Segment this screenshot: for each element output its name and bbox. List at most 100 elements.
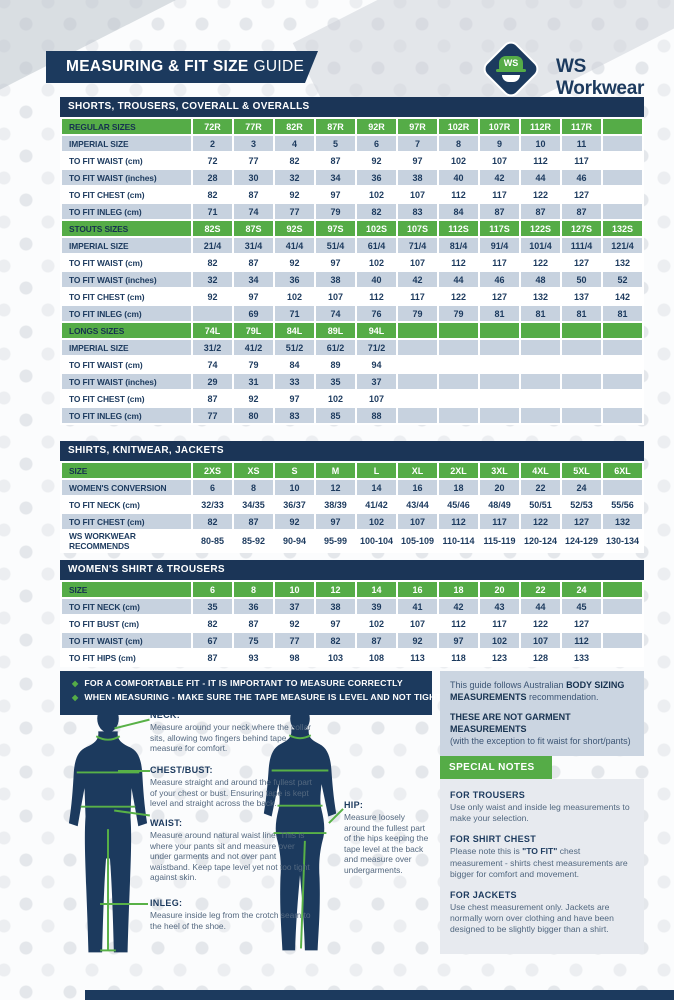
- size-grid: REGULAR SIZES 72R 77R 82R 87R 92R 97R 102R 107R 1…: [60, 117, 644, 425]
- size-cell: 112: [439, 616, 478, 631]
- measurement-row: IMPERIAL SIZE 21/4 31/4 41/4 51/4 61/4 71/4 81/…: [62, 238, 642, 253]
- size-cell: 74: [234, 204, 273, 219]
- size-cell: [562, 374, 601, 389]
- size-cell: 5: [316, 136, 355, 151]
- size-grid: SIZE 6 8 10 12 14 16 18 20 22 24 TO FIT NECK (cm) 35…: [60, 580, 644, 667]
- size-cell: 93: [234, 650, 273, 665]
- row-label: TO FIT WAIST (cm): [62, 153, 191, 168]
- page-title-banner: MEASURING & FIT SIZE GUIDE: [46, 51, 318, 83]
- size-cell: 102: [357, 514, 396, 529]
- garment-measurement-warning: THESE ARE NOT GARMENT MEASUREMENTS (with …: [450, 712, 634, 747]
- measurement-row: TO FIT INLEG (cm) 71 74 77 79 82 83 84 87 87 87: [62, 204, 642, 219]
- size-cell: [480, 391, 519, 406]
- measure-point-title: INLEG:: [150, 898, 183, 908]
- measure-point-neck: NECK: Measure around your neck where the…: [150, 710, 312, 754]
- info-text-bold: BODY SIZING MEASUREMENTS: [450, 680, 625, 702]
- size-cell: 6: [357, 136, 396, 151]
- size-cell: 97: [275, 391, 314, 406]
- size-cell: 31/4: [234, 238, 273, 253]
- row-label: TO FIT NECK (cm): [62, 599, 191, 614]
- size-cell: [603, 323, 642, 338]
- size-cell: 8: [439, 136, 478, 151]
- size-cell: 83: [275, 408, 314, 423]
- fit-advice-text: FOR A COMFORTABLE FIT - IT IS IMPORTANT …: [84, 678, 403, 688]
- size-cell: 128: [521, 650, 560, 665]
- measurement-row: TO FIT INLEG (cm) 69 71 74 76 79 79 81 81 81 81: [62, 306, 642, 321]
- size-cell: 4: [275, 136, 314, 151]
- size-cell: 112: [439, 514, 478, 529]
- size-cell: 112: [521, 153, 560, 168]
- size-cell: 44: [439, 272, 478, 287]
- size-cell: 88: [357, 408, 396, 423]
- size-cell: 82R: [275, 119, 314, 134]
- size-cell: 112: [357, 289, 396, 304]
- size-cell: 87S: [234, 221, 273, 236]
- size-cell: 79: [234, 357, 273, 372]
- size-cell: 52/53: [562, 497, 601, 512]
- size-cell: 92: [357, 153, 396, 168]
- size-cell: 107: [398, 187, 437, 202]
- size-cell: 36: [357, 170, 396, 185]
- fit-advice-line: ◆ WHEN MEASURING - MAKE SURE THE TAPE MEA…: [72, 692, 441, 702]
- size-cell: 110-114: [439, 531, 478, 551]
- size-cell: [603, 357, 642, 372]
- size-cell: [603, 616, 642, 631]
- diamond-bullet-icon: ◆: [72, 679, 79, 688]
- row-label: IMPERIAL SIZE: [62, 238, 191, 253]
- size-cell: 103: [316, 650, 355, 665]
- size-cell: 12: [316, 480, 355, 495]
- size-cell: 79: [439, 306, 478, 321]
- size-cell: 122: [521, 616, 560, 631]
- diamond-bullet-icon: ◆: [72, 693, 79, 702]
- size-header-row: SIZE 6 8 10 12 14 16 18 20 22 24: [62, 582, 642, 597]
- size-cell: 108: [357, 650, 396, 665]
- size-cell: [521, 357, 560, 372]
- size-cell: 117: [480, 616, 519, 631]
- measure-point-waist: WAIST: Measure around natural waist line…: [150, 818, 312, 883]
- size-header-row: SIZE 2XS XS S M L XL 2XL 3XL 4XL 5XL 6XL: [62, 463, 642, 478]
- size-cell: 12: [316, 582, 355, 597]
- size-cell: 115-119: [480, 531, 519, 551]
- size-cell: 102: [316, 391, 355, 406]
- size-cell: [480, 323, 519, 338]
- size-cell: 107: [521, 633, 560, 648]
- size-cell: 10: [275, 480, 314, 495]
- size-cell: 82: [193, 187, 232, 202]
- measurement-row: IMPERIAL SIZE 31/2 41/2 51/2 61/2 71/2: [62, 340, 642, 355]
- size-cell: 91/4: [480, 238, 519, 253]
- table-section-header: SHORTS, TROUSERS, COVERALL & OVERALLS: [60, 97, 644, 117]
- size-cell: [398, 408, 437, 423]
- size-cell: 97: [316, 514, 355, 529]
- size-cell: 122: [439, 289, 478, 304]
- size-cell: 127: [562, 514, 601, 529]
- size-cell: 43: [480, 599, 519, 614]
- note-text-part: Please note this is: [450, 846, 523, 857]
- size-cell: 42: [398, 272, 437, 287]
- size-cell: 87: [480, 204, 519, 219]
- size-cell: [398, 374, 437, 389]
- size-cell: 107: [316, 289, 355, 304]
- size-cell: 76: [357, 306, 396, 321]
- note-shirt-chest: FOR SHIRT CHEST Please note this is "TO …: [450, 834, 634, 880]
- size-cell: 122: [521, 187, 560, 202]
- size-cell: 102: [357, 616, 396, 631]
- size-cell: 71: [275, 306, 314, 321]
- size-cell: 120-124: [521, 531, 560, 551]
- size-cell: 38/39: [316, 497, 355, 512]
- size-cell: 113: [398, 650, 437, 665]
- size-cell: 87: [234, 187, 273, 202]
- size-cell: 127S: [562, 221, 601, 236]
- size-cell: [603, 633, 642, 648]
- size-cell: 29: [193, 374, 232, 389]
- size-cell: 84L: [275, 323, 314, 338]
- size-cell: 87R: [316, 119, 355, 134]
- size-cell: 102: [439, 153, 478, 168]
- size-cell: 82: [316, 633, 355, 648]
- size-cell: 3: [234, 136, 273, 151]
- size-cell: 80-85: [193, 531, 232, 551]
- info-text-bold: THESE ARE NOT GARMENT MEASUREMENTS: [450, 712, 571, 735]
- size-cell: 132: [603, 514, 642, 529]
- size-cell: 87: [316, 153, 355, 168]
- size-cell: 34: [234, 272, 273, 287]
- measurement-row: TO FIT INLEG (cm) 77 80 83 85 88: [62, 408, 642, 423]
